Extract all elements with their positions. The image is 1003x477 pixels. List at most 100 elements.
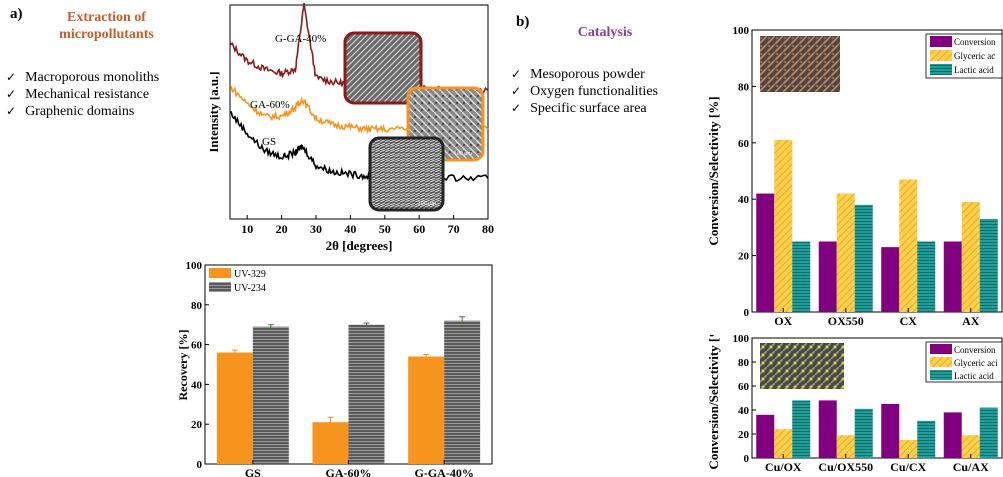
xrd-x-tick-label: 80: [482, 222, 494, 236]
recovery-legend: UV-329 UV-234: [209, 268, 266, 294]
xrd-x-tick-label: 50: [379, 222, 391, 236]
catalysis-top-legend: Conversion Glyceric ac Lactic acid: [925, 33, 1003, 79]
y-tick-label: 20: [191, 419, 203, 431]
bar: [836, 193, 855, 312]
x-tick-label: Cu/OX: [765, 460, 802, 474]
x-tick-label: GS: [245, 466, 261, 477]
xrd-y-label: Intensity [a.u.]: [210, 71, 221, 152]
section-b-feature-list: Mesoporous powder Oxygen functionalities…: [511, 66, 658, 117]
y-tick-label: 80: [191, 300, 203, 312]
feature-item: Specific surface area: [511, 100, 658, 117]
bar: [881, 404, 900, 458]
bar: [408, 356, 445, 464]
xrd-x-tick-label: 70: [448, 222, 460, 236]
section-a-title-line1: Extraction of: [67, 10, 146, 25]
xrd-label-gga40: G-GA-40%: [275, 33, 326, 45]
y-tick-label: 80: [738, 357, 750, 369]
bar: [854, 408, 873, 458]
catalysis-bottom-chart: 0 20 40 60 80 100 Cu/OX Cu/OX550 Cu/CX Cu/AX Con…: [706, 335, 1003, 474]
y-tick-label: 100: [733, 25, 750, 37]
bar: [979, 218, 998, 312]
catalysis-bottom-frame: [751, 337, 1003, 459]
y-tick-label: 60: [738, 381, 750, 393]
recovery-bars: [216, 316, 481, 464]
legend-label-lactic: Lactic acid: [954, 371, 994, 381]
bar: [961, 202, 980, 312]
legend-swatch-uv329: [209, 268, 231, 278]
feature-item: Graphenic domains: [6, 103, 159, 120]
y-tick-label: 0: [744, 307, 750, 319]
legend-swatch-lactic: [930, 64, 952, 75]
legend-label-glyceric: Glyceric aci: [954, 358, 998, 368]
y-tick-label: 0: [744, 453, 750, 465]
bar: [756, 193, 775, 312]
xrd-x-tick-label: 40: [344, 222, 356, 236]
catalysis-top-frame: [751, 29, 1003, 313]
catalyst-photo-top: [760, 36, 840, 92]
bar: [444, 320, 481, 464]
bar: [792, 400, 811, 458]
legend-swatch-uv234: [209, 282, 231, 292]
catalysis-bottom-y-label: Conversion/Selectivity [%]: [706, 335, 721, 470]
feature-item: Mechanical resistance: [6, 86, 159, 103]
xrd-x-tick-label: 60: [413, 222, 425, 236]
bar: [252, 326, 289, 464]
legend-swatch-conversion: [930, 344, 952, 354]
bar: [836, 435, 855, 458]
bar: [312, 422, 349, 464]
catalysis-top-y-ticks: 0 20 40 60 80 100: [733, 25, 756, 319]
catalysis-top-y-label: Conversion/Selectivity [%]: [706, 96, 721, 245]
catalysis-top-bars: [756, 139, 998, 312]
bar: [818, 241, 837, 312]
bar: [899, 179, 918, 312]
x-tick-label: OX: [774, 314, 792, 325]
bar: [979, 407, 998, 458]
legend-label-uv234: UV-234: [234, 283, 266, 294]
legend-swatch-conversion: [930, 36, 952, 47]
x-tick-label: OX550: [828, 314, 864, 325]
legend-swatch-glyceric: [930, 50, 952, 61]
y-tick-label: 20: [738, 429, 750, 441]
x-tick-label: AX: [962, 314, 980, 325]
legend-label-lactic: Lactic acid: [954, 65, 994, 75]
sem-image-gga40: [343, 31, 423, 105]
x-tick-label: GA-60%: [326, 466, 372, 477]
y-tick-label: 100: [186, 260, 203, 272]
y-tick-label: 40: [738, 194, 750, 206]
y-tick-label: 40: [738, 405, 750, 417]
recovery-x-labels: GS GA-60% G-GA-40%: [245, 460, 474, 477]
xrd-x-label: 2θ [degrees]: [326, 238, 393, 253]
bar: [216, 352, 253, 464]
feature-item: Mesoporous powder: [511, 66, 658, 83]
recovery-y-ticks: 0 20 40 60 80 100: [186, 260, 209, 471]
x-tick-label: Cu/OX550: [818, 460, 873, 474]
catalysis-bottom-x-labels: Cu/OX Cu/OX550 Cu/CX Cu/AX: [765, 454, 989, 474]
recovery-y-label: Recovery [%]: [176, 330, 190, 401]
legend-label-conversion: Conversion: [954, 345, 996, 355]
y-tick-label: 20: [738, 251, 750, 263]
xrd-chart: 10 20 30 40 50 60 70 80 G-GA-40% GA-60% GS 2θ […: [210, 2, 494, 253]
panel-letter-b: b): [516, 14, 530, 30]
xrd-label-ga60: GA-60%: [250, 99, 290, 111]
bar: [756, 414, 775, 458]
xrd-x-tick-label: 20: [276, 222, 288, 236]
legend-label-uv329: UV-329: [234, 269, 266, 280]
legend-label-conversion: Conversion: [954, 37, 996, 47]
bar: [774, 429, 793, 458]
xrd-x-tick-label: 10: [241, 222, 253, 236]
y-tick-label: 60: [738, 138, 750, 150]
catalysis-top-x-labels: OX OX550 CX AX: [774, 308, 980, 325]
recovery-chart: 0 20 40 60 80 100 GS GA-60% G-GA-40% UV-329 UV-…: [176, 260, 493, 477]
bar: [818, 400, 837, 458]
bar: [917, 241, 936, 312]
panel-letter-a: a): [10, 6, 23, 22]
section-a-feature-list: Macroporous monoliths Mechanical resista…: [6, 69, 159, 120]
bar: [899, 440, 918, 458]
y-tick-label: 60: [191, 340, 203, 352]
bar: [961, 435, 980, 458]
xrd-x-ticks: 10 20 30 40 50 60 70 80: [241, 215, 494, 236]
legend-swatch-glyceric: [930, 357, 952, 367]
catalysis-bottom-y-ticks: 0 20 40 60 80 100: [733, 335, 756, 465]
catalyst-photo-bottom: [760, 343, 844, 389]
y-tick-label: 100: [733, 335, 750, 345]
